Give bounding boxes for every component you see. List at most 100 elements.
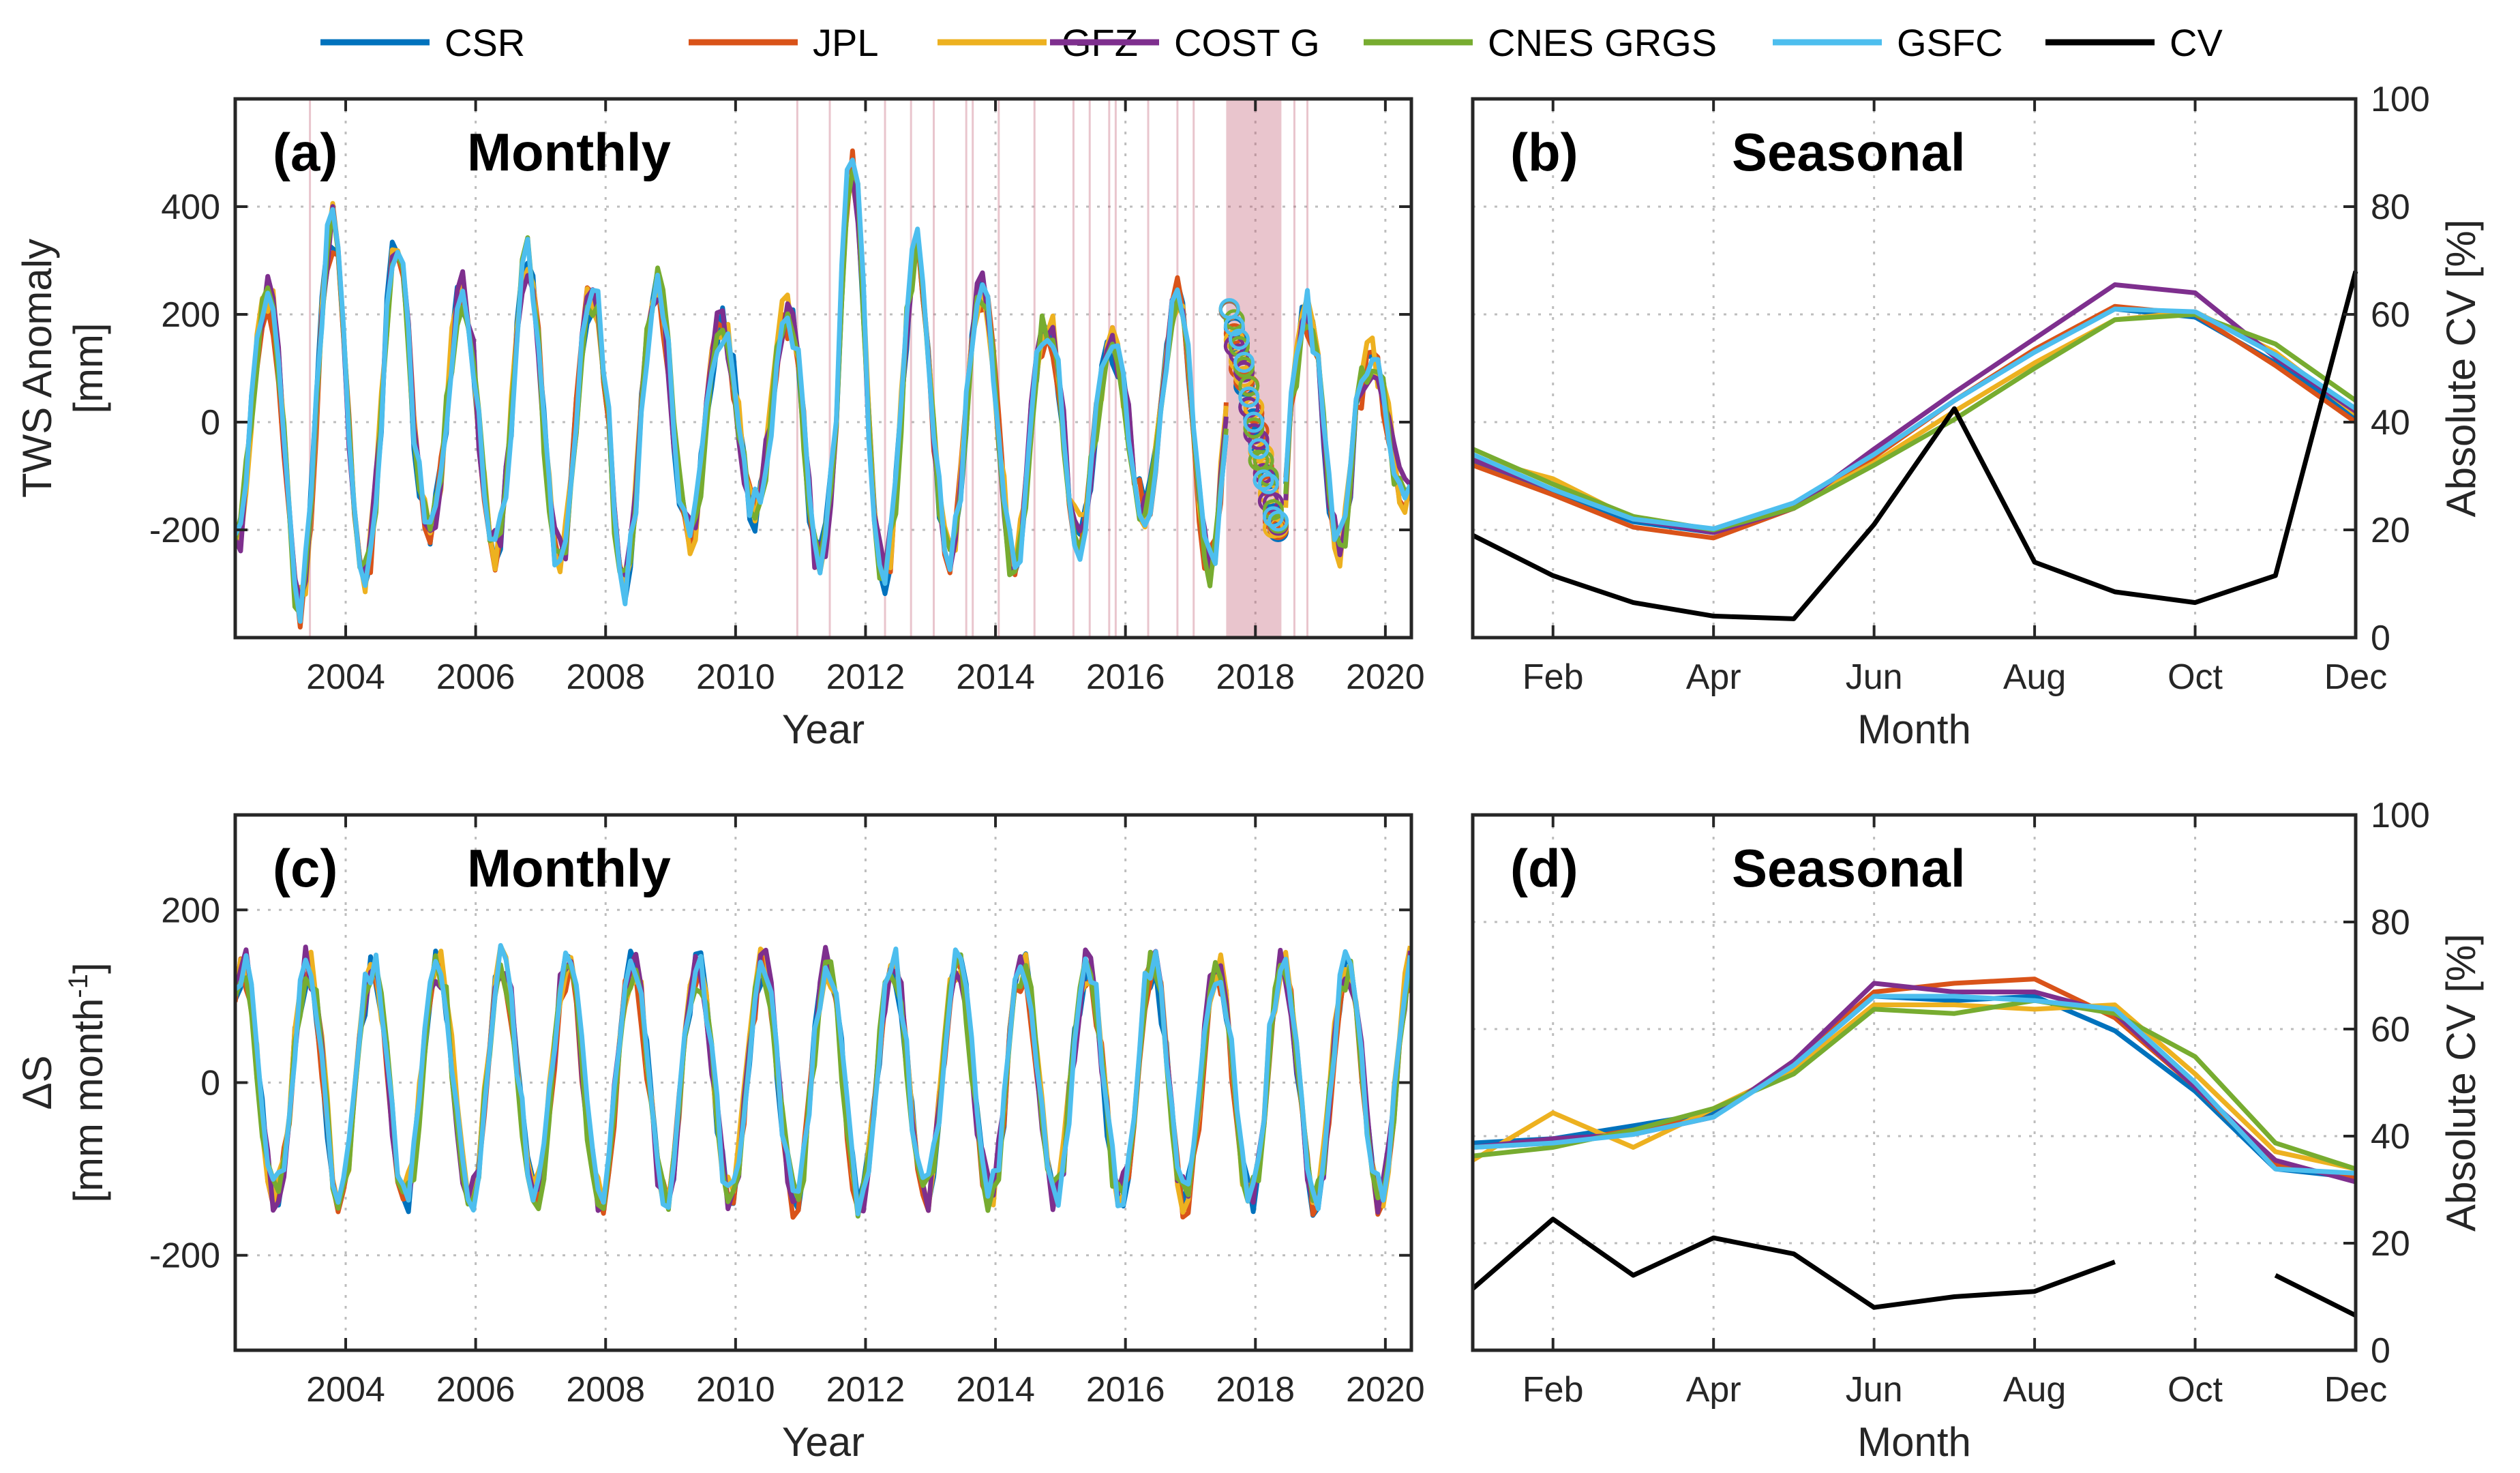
y-tick-label: 400 bbox=[161, 188, 220, 227]
legend-item-csr: CSR bbox=[320, 21, 525, 64]
y-axis-label-units: [mm] bbox=[65, 323, 111, 413]
legend-label: CNES GRGS bbox=[1488, 21, 1717, 64]
y-tick-label: 0 bbox=[200, 403, 220, 443]
axes-frame bbox=[233, 97, 1413, 640]
y-tick-label-right: 80 bbox=[2371, 903, 2410, 942]
gap-estimate-marker bbox=[1262, 506, 1284, 528]
x-tick-label: 2014 bbox=[956, 657, 1035, 697]
y-tick-label-right: 40 bbox=[2371, 1117, 2410, 1157]
y-tick-label: -200 bbox=[149, 1236, 220, 1276]
x-tick-label: Oct bbox=[2168, 657, 2223, 697]
legend-label: GSFC bbox=[1897, 21, 2003, 64]
x-tick-label: 2008 bbox=[566, 657, 645, 697]
series-line-gsfc bbox=[235, 158, 1411, 624]
series-line-gsfc bbox=[235, 942, 1411, 1217]
y-axis-label: ΔS bbox=[14, 1055, 60, 1110]
y-tick-label: -200 bbox=[149, 511, 220, 550]
axes-frame bbox=[1471, 813, 2358, 1352]
x-tick-label: Aug bbox=[2003, 657, 2067, 697]
y-axis-units-text: [mm] bbox=[65, 323, 111, 413]
gap-estimate-marker bbox=[1257, 465, 1279, 487]
y-axis-label-units: [mm month-1] bbox=[63, 962, 111, 1202]
gap-estimate-marker bbox=[1238, 386, 1260, 408]
legend-item-cv: CV bbox=[2045, 21, 2223, 64]
y-axis-units-end: ] bbox=[65, 962, 111, 974]
x-tick-label: Dec bbox=[2324, 657, 2387, 697]
series-lines bbox=[235, 148, 1411, 630]
x-tick-label: 2006 bbox=[436, 657, 515, 697]
y-tick-label-right: 40 bbox=[2371, 403, 2410, 443]
panel-a-monthly-tws: 2004 2006 2008 2010 2012 2014 2016 2018 2020 -200… bbox=[14, 97, 1425, 752]
x-tick-label: 2016 bbox=[1086, 1370, 1165, 1410]
y-tick-label-right: 0 bbox=[2371, 1331, 2390, 1371]
grid-lines bbox=[235, 99, 1411, 638]
x-axis-label: Year bbox=[782, 706, 865, 752]
panel-title: Seasonal bbox=[1732, 838, 1966, 898]
x-tick-label: 2004 bbox=[306, 657, 385, 697]
x-tick-label: Dec bbox=[2324, 1370, 2387, 1410]
y-tick-label-right: 60 bbox=[2371, 295, 2410, 335]
x-axis-label: Year bbox=[782, 1419, 865, 1465]
x-tick-label: Jun bbox=[1846, 657, 1903, 697]
panel-title: Monthly bbox=[467, 122, 671, 182]
x-tick-label: 2014 bbox=[956, 1370, 1035, 1410]
y-axis-units-sup: -1 bbox=[63, 974, 93, 998]
x-tick-label: 2016 bbox=[1086, 657, 1165, 697]
y-tick-label: 200 bbox=[161, 295, 220, 335]
panel-title: Seasonal bbox=[1732, 122, 1966, 182]
y-tick-label-right: 80 bbox=[2371, 188, 2410, 227]
series-line-gsfc bbox=[1471, 306, 2357, 531]
legend-label: JPL bbox=[813, 21, 879, 64]
legend-label: CV bbox=[2170, 21, 2223, 64]
legend-item-cnes-grgs: CNES GRGS bbox=[1364, 21, 1717, 64]
legend: CSR JPL GFZ COST G CNES GRGS GSFC CV bbox=[320, 21, 2223, 64]
gap-estimate-marker bbox=[1223, 315, 1245, 337]
x-tick-label: 2012 bbox=[826, 1370, 905, 1410]
gap-estimates bbox=[1218, 298, 1289, 542]
x-axis-label: Month bbox=[1857, 706, 1971, 752]
x-tick-label: Oct bbox=[2168, 1370, 2223, 1410]
grid-lines bbox=[235, 815, 1411, 1350]
gap-estimate-marker bbox=[1243, 417, 1265, 439]
legend-item-jpl: JPL bbox=[689, 21, 879, 64]
series-line-gsfc bbox=[1472, 994, 2356, 1176]
x-tick-label: 2006 bbox=[436, 1370, 515, 1410]
x-tick-label: 2020 bbox=[1346, 1370, 1425, 1410]
y-tick-label-right: 100 bbox=[2371, 80, 2430, 119]
gap-estimate-marker bbox=[1257, 473, 1279, 494]
x-tick-label: 2010 bbox=[696, 1370, 775, 1410]
y-axis-units-text: [mm month bbox=[65, 998, 111, 1203]
panel-label: (d) bbox=[1510, 838, 1578, 898]
gap-estimate-marker bbox=[1248, 438, 1270, 460]
axes-frame bbox=[1471, 97, 2358, 640]
legend-item-cost-g: COST G bbox=[1050, 21, 1320, 64]
panel-c-monthly-ds: 2004 2006 2008 2010 2012 2014 2016 2018 2020 -200… bbox=[14, 813, 1425, 1465]
series-lines bbox=[235, 942, 1411, 1220]
x-tick-label: 2010 bbox=[696, 657, 775, 697]
gap-estimate-marker bbox=[1233, 351, 1255, 373]
y-axis-label-right: Absolute CV [%] bbox=[2438, 934, 2484, 1232]
series-line-cv bbox=[1471, 1217, 2357, 1318]
x-tick-label: Apr bbox=[1686, 1370, 1741, 1410]
x-axis-label: Month bbox=[1857, 1419, 1971, 1465]
legend-item-gsfc: GSFC bbox=[1773, 21, 2003, 64]
gap-estimate-marker bbox=[1238, 375, 1260, 397]
y-tick-label: 0 bbox=[200, 1064, 220, 1103]
x-tick-label: 2018 bbox=[1216, 1370, 1295, 1410]
y-axis-label-right: Absolute CV [%] bbox=[2438, 220, 2484, 518]
y-axis-label: TWS Anomaly bbox=[14, 239, 60, 498]
panel-label: (b) bbox=[1510, 122, 1578, 182]
x-tick-label: 2020 bbox=[1346, 657, 1425, 697]
x-tick-label: Feb bbox=[1522, 657, 1584, 697]
series-line-cnes-grgs bbox=[1472, 998, 2357, 1172]
x-tick-label: Aug bbox=[2003, 1370, 2067, 1410]
x-tick-label: 2004 bbox=[306, 1370, 385, 1410]
x-tick-label: Jun bbox=[1846, 1370, 1903, 1410]
series-lines bbox=[1471, 977, 2357, 1318]
y-tick-label-right: 60 bbox=[2371, 1010, 2410, 1050]
gap-estimate-marker bbox=[1243, 411, 1265, 433]
gap-estimate-marker bbox=[1252, 469, 1274, 491]
